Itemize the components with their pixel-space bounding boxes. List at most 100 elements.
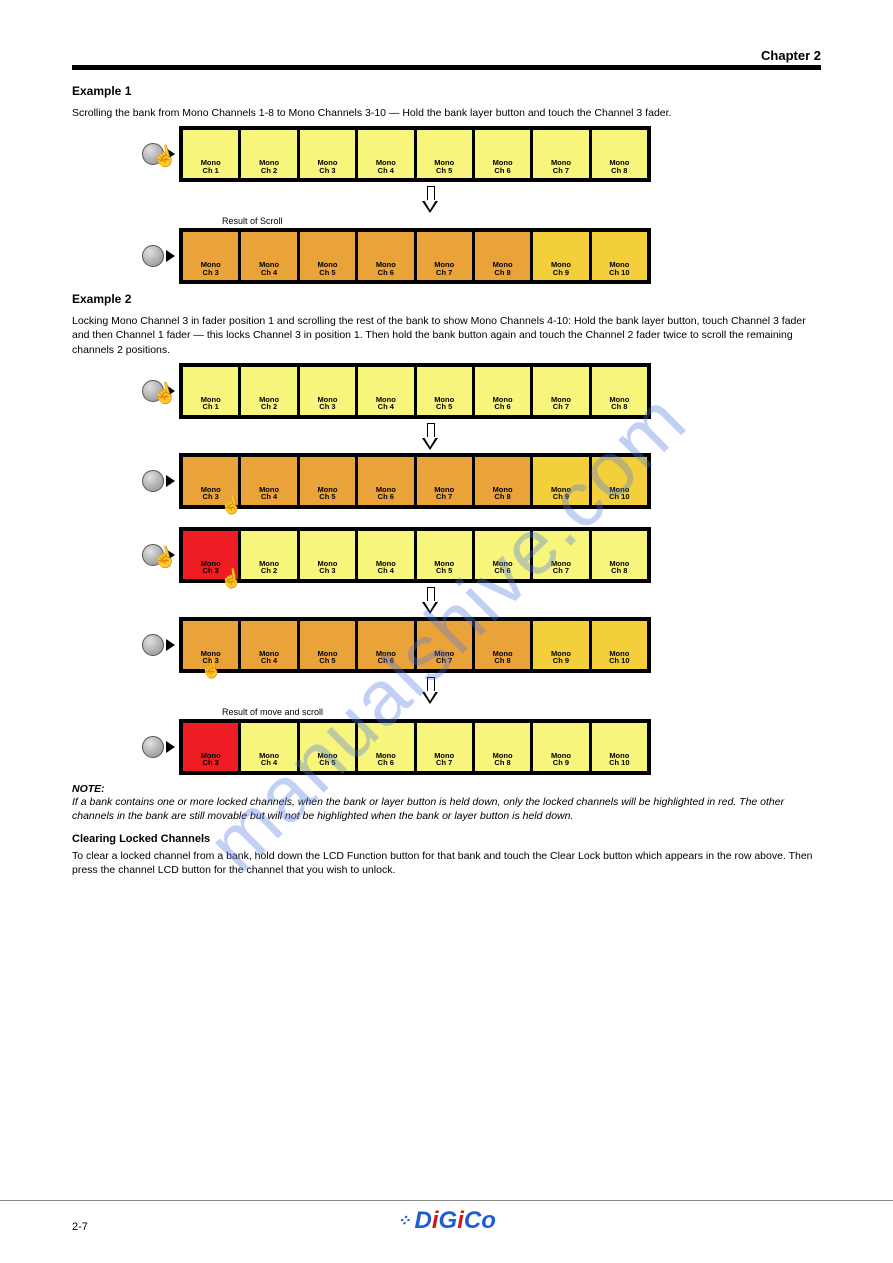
page-number: 2-7 bbox=[72, 1221, 88, 1233]
led-icon bbox=[142, 736, 164, 758]
top-rule bbox=[72, 65, 821, 70]
fader-cell: Mono Ch 5 bbox=[417, 130, 475, 178]
strip-row-2a: ☝ Mono Ch 1Mono Ch 2Mono Ch 3Mono Ch 4Mo… bbox=[142, 363, 821, 419]
fader-cell: Mono Ch 8 bbox=[475, 232, 533, 280]
strip-row-1b: Mono Ch 3Mono Ch 4Mono Ch 5Mono Ch 6Mono… bbox=[142, 228, 821, 284]
example2-heading: Example 2 bbox=[72, 292, 821, 306]
arrow-down-icon bbox=[422, 423, 438, 451]
fader-strip: Mono Ch 1Mono Ch 2Mono Ch 3Mono Ch 4Mono… bbox=[179, 363, 651, 419]
fader-cell: Mono Ch 10 bbox=[592, 457, 647, 505]
note-body: If a bank contains one or more locked ch… bbox=[72, 795, 821, 823]
diagram-2: ☝ Mono Ch 1Mono Ch 2Mono Ch 3Mono Ch 4Mo… bbox=[142, 363, 821, 775]
fader-cell: Mono Ch 6 bbox=[358, 621, 416, 669]
fader-cell: Mono Ch 8 bbox=[475, 457, 533, 505]
fader-cell: Mono Ch 3 bbox=[300, 367, 358, 415]
strip-row-1a: ☝ Mono Ch 1Mono Ch 2Mono Ch 3Mono Ch 4Mo… bbox=[142, 126, 821, 182]
fader-cell: Mono Ch 4 bbox=[358, 531, 416, 579]
brand-logo: ⁘ DiGiCo bbox=[397, 1207, 496, 1235]
hand-icon: ☝ bbox=[149, 141, 180, 172]
example1-heading: Example 1 bbox=[72, 84, 821, 98]
fader-cell: Mono Ch 8 bbox=[592, 130, 647, 178]
fader-cell: Mono Ch 3 bbox=[300, 531, 358, 579]
hand-icon: ☝ bbox=[218, 567, 244, 592]
diagram-1: ☝ Mono Ch 1Mono Ch 2Mono Ch 3Mono Ch 4Mo… bbox=[142, 126, 821, 284]
fader-cell: Mono Ch 9 bbox=[533, 621, 591, 669]
fader-cell: Mono Ch 4 bbox=[241, 621, 299, 669]
fader-cell: Mono Ch 10 bbox=[592, 232, 647, 280]
arrow-right-icon bbox=[166, 250, 175, 262]
hand-icon: ☝ bbox=[218, 493, 244, 518]
clear-heading: Clearing Locked Channels bbox=[72, 833, 821, 845]
example1-text: Scrolling the bank from Mono Channels 1-… bbox=[72, 106, 821, 120]
fader-strip: Mono Ch 1Mono Ch 2Mono Ch 3Mono Ch 4Mono… bbox=[179, 126, 651, 182]
fader-strip: Mono Ch 3Mono Ch 4Mono Ch 5Mono Ch 6Mono… bbox=[179, 617, 651, 673]
strip-row-2c: ☝ Mono Ch 3Mono Ch 2Mono Ch 3Mono Ch 4Mo… bbox=[142, 527, 821, 583]
fader-cell: Mono Ch 9 bbox=[533, 723, 591, 771]
arrow-down-icon bbox=[422, 186, 438, 214]
fader-cell: Mono Ch 6 bbox=[475, 367, 533, 415]
fader-cell: Mono Ch 8 bbox=[592, 367, 647, 415]
arrow-right-icon bbox=[166, 741, 175, 753]
hand-icon: ☝ bbox=[149, 542, 180, 573]
strip-row-2b: Mono Ch 3Mono Ch 4Mono Ch 5Mono Ch 6Mono… bbox=[142, 453, 821, 509]
fader-cell: Mono Ch 5 bbox=[300, 232, 358, 280]
fader-cell: Mono Ch 10 bbox=[592, 621, 647, 669]
fader-cell: Mono Ch 6 bbox=[358, 232, 416, 280]
arrow-right-icon bbox=[166, 475, 175, 487]
fader-cell: Mono Ch 5 bbox=[300, 723, 358, 771]
fader-cell: Mono Ch 6 bbox=[475, 130, 533, 178]
fader-cell: Mono Ch 4 bbox=[241, 457, 299, 505]
arrow-right-icon bbox=[166, 639, 175, 651]
fader-cell: Mono Ch 10 bbox=[592, 723, 647, 771]
fader-cell: Mono Ch 5 bbox=[300, 621, 358, 669]
strip-row-2d: Mono Ch 3Mono Ch 4Mono Ch 5Mono Ch 6Mono… bbox=[142, 617, 821, 673]
fader-cell: Mono Ch 6 bbox=[475, 531, 533, 579]
fader-cell: Mono Ch 5 bbox=[300, 457, 358, 505]
fader-cell: Mono Ch 7 bbox=[417, 621, 475, 669]
fader-cell: Mono Ch 4 bbox=[241, 723, 299, 771]
fader-cell: Mono Ch 3 bbox=[183, 232, 241, 280]
fader-cell: Mono Ch 8 bbox=[475, 723, 533, 771]
fader-cell: Mono Ch 5 bbox=[417, 367, 475, 415]
arrow-down-icon bbox=[422, 587, 438, 615]
fader-cell: Mono Ch 6 bbox=[358, 723, 416, 771]
fader-cell: Mono Ch 2 bbox=[241, 130, 299, 178]
note-title: NOTE: bbox=[72, 783, 821, 795]
fader-cell: Mono Ch 9 bbox=[533, 232, 591, 280]
fader-cell: Mono Ch 3 bbox=[300, 130, 358, 178]
fader-cell: Mono Ch 6 bbox=[358, 457, 416, 505]
fader-cell: Mono Ch 4 bbox=[241, 232, 299, 280]
arrow-down-icon bbox=[422, 677, 438, 705]
fader-cell: Mono Ch 5 bbox=[417, 531, 475, 579]
fader-strip: Mono Ch 3Mono Ch 4Mono Ch 5Mono Ch 6Mono… bbox=[179, 453, 651, 509]
chapter-label: Chapter 2 bbox=[72, 48, 821, 63]
fader-cell: Mono Ch 4 bbox=[358, 367, 416, 415]
fader-cell: Mono Ch 4 bbox=[358, 130, 416, 178]
fader-cell: Mono Ch 7 bbox=[417, 232, 475, 280]
logo-dots-icon: ⁘ bbox=[397, 1211, 410, 1231]
fader-strip: Mono Ch 3Mono Ch 4Mono Ch 5Mono Ch 6Mono… bbox=[179, 719, 651, 775]
fader-cell: Mono Ch 2 bbox=[241, 367, 299, 415]
fader-cell: Mono Ch 9 bbox=[533, 457, 591, 505]
led-icon bbox=[142, 470, 164, 492]
page-footer: 2-7 ⁘ DiGiCo bbox=[0, 1200, 893, 1235]
fader-strip: Mono Ch 3Mono Ch 2Mono Ch 3Mono Ch 4Mono… bbox=[179, 527, 651, 583]
fader-cell: Mono Ch 7 bbox=[533, 531, 591, 579]
hand-icon: ☝ bbox=[149, 378, 180, 409]
fader-cell: Mono Ch 2 bbox=[241, 531, 299, 579]
fader-cell: Mono Ch 1 bbox=[183, 367, 241, 415]
result-label: Result of Scroll bbox=[222, 216, 821, 226]
fader-cell: Mono Ch 7 bbox=[417, 457, 475, 505]
led-icon bbox=[142, 634, 164, 656]
clear-body: To clear a locked channel from a bank, h… bbox=[72, 849, 821, 877]
fader-cell: Mono Ch 8 bbox=[475, 621, 533, 669]
fader-cell: Mono Ch 3 bbox=[183, 723, 241, 771]
fader-cell: Mono Ch 7 bbox=[417, 723, 475, 771]
page: Chapter 2 Example 1 Scrolling the bank f… bbox=[0, 0, 893, 877]
result-label-2: Result of move and scroll bbox=[222, 707, 821, 717]
fader-cell: Mono Ch 1 bbox=[183, 130, 241, 178]
fader-cell: Mono Ch 7 bbox=[533, 130, 591, 178]
fader-cell: Mono Ch 8 bbox=[592, 531, 647, 579]
strip-row-2e: Mono Ch 3Mono Ch 4Mono Ch 5Mono Ch 6Mono… bbox=[142, 719, 821, 775]
fader-cell: Mono Ch 7 bbox=[533, 367, 591, 415]
